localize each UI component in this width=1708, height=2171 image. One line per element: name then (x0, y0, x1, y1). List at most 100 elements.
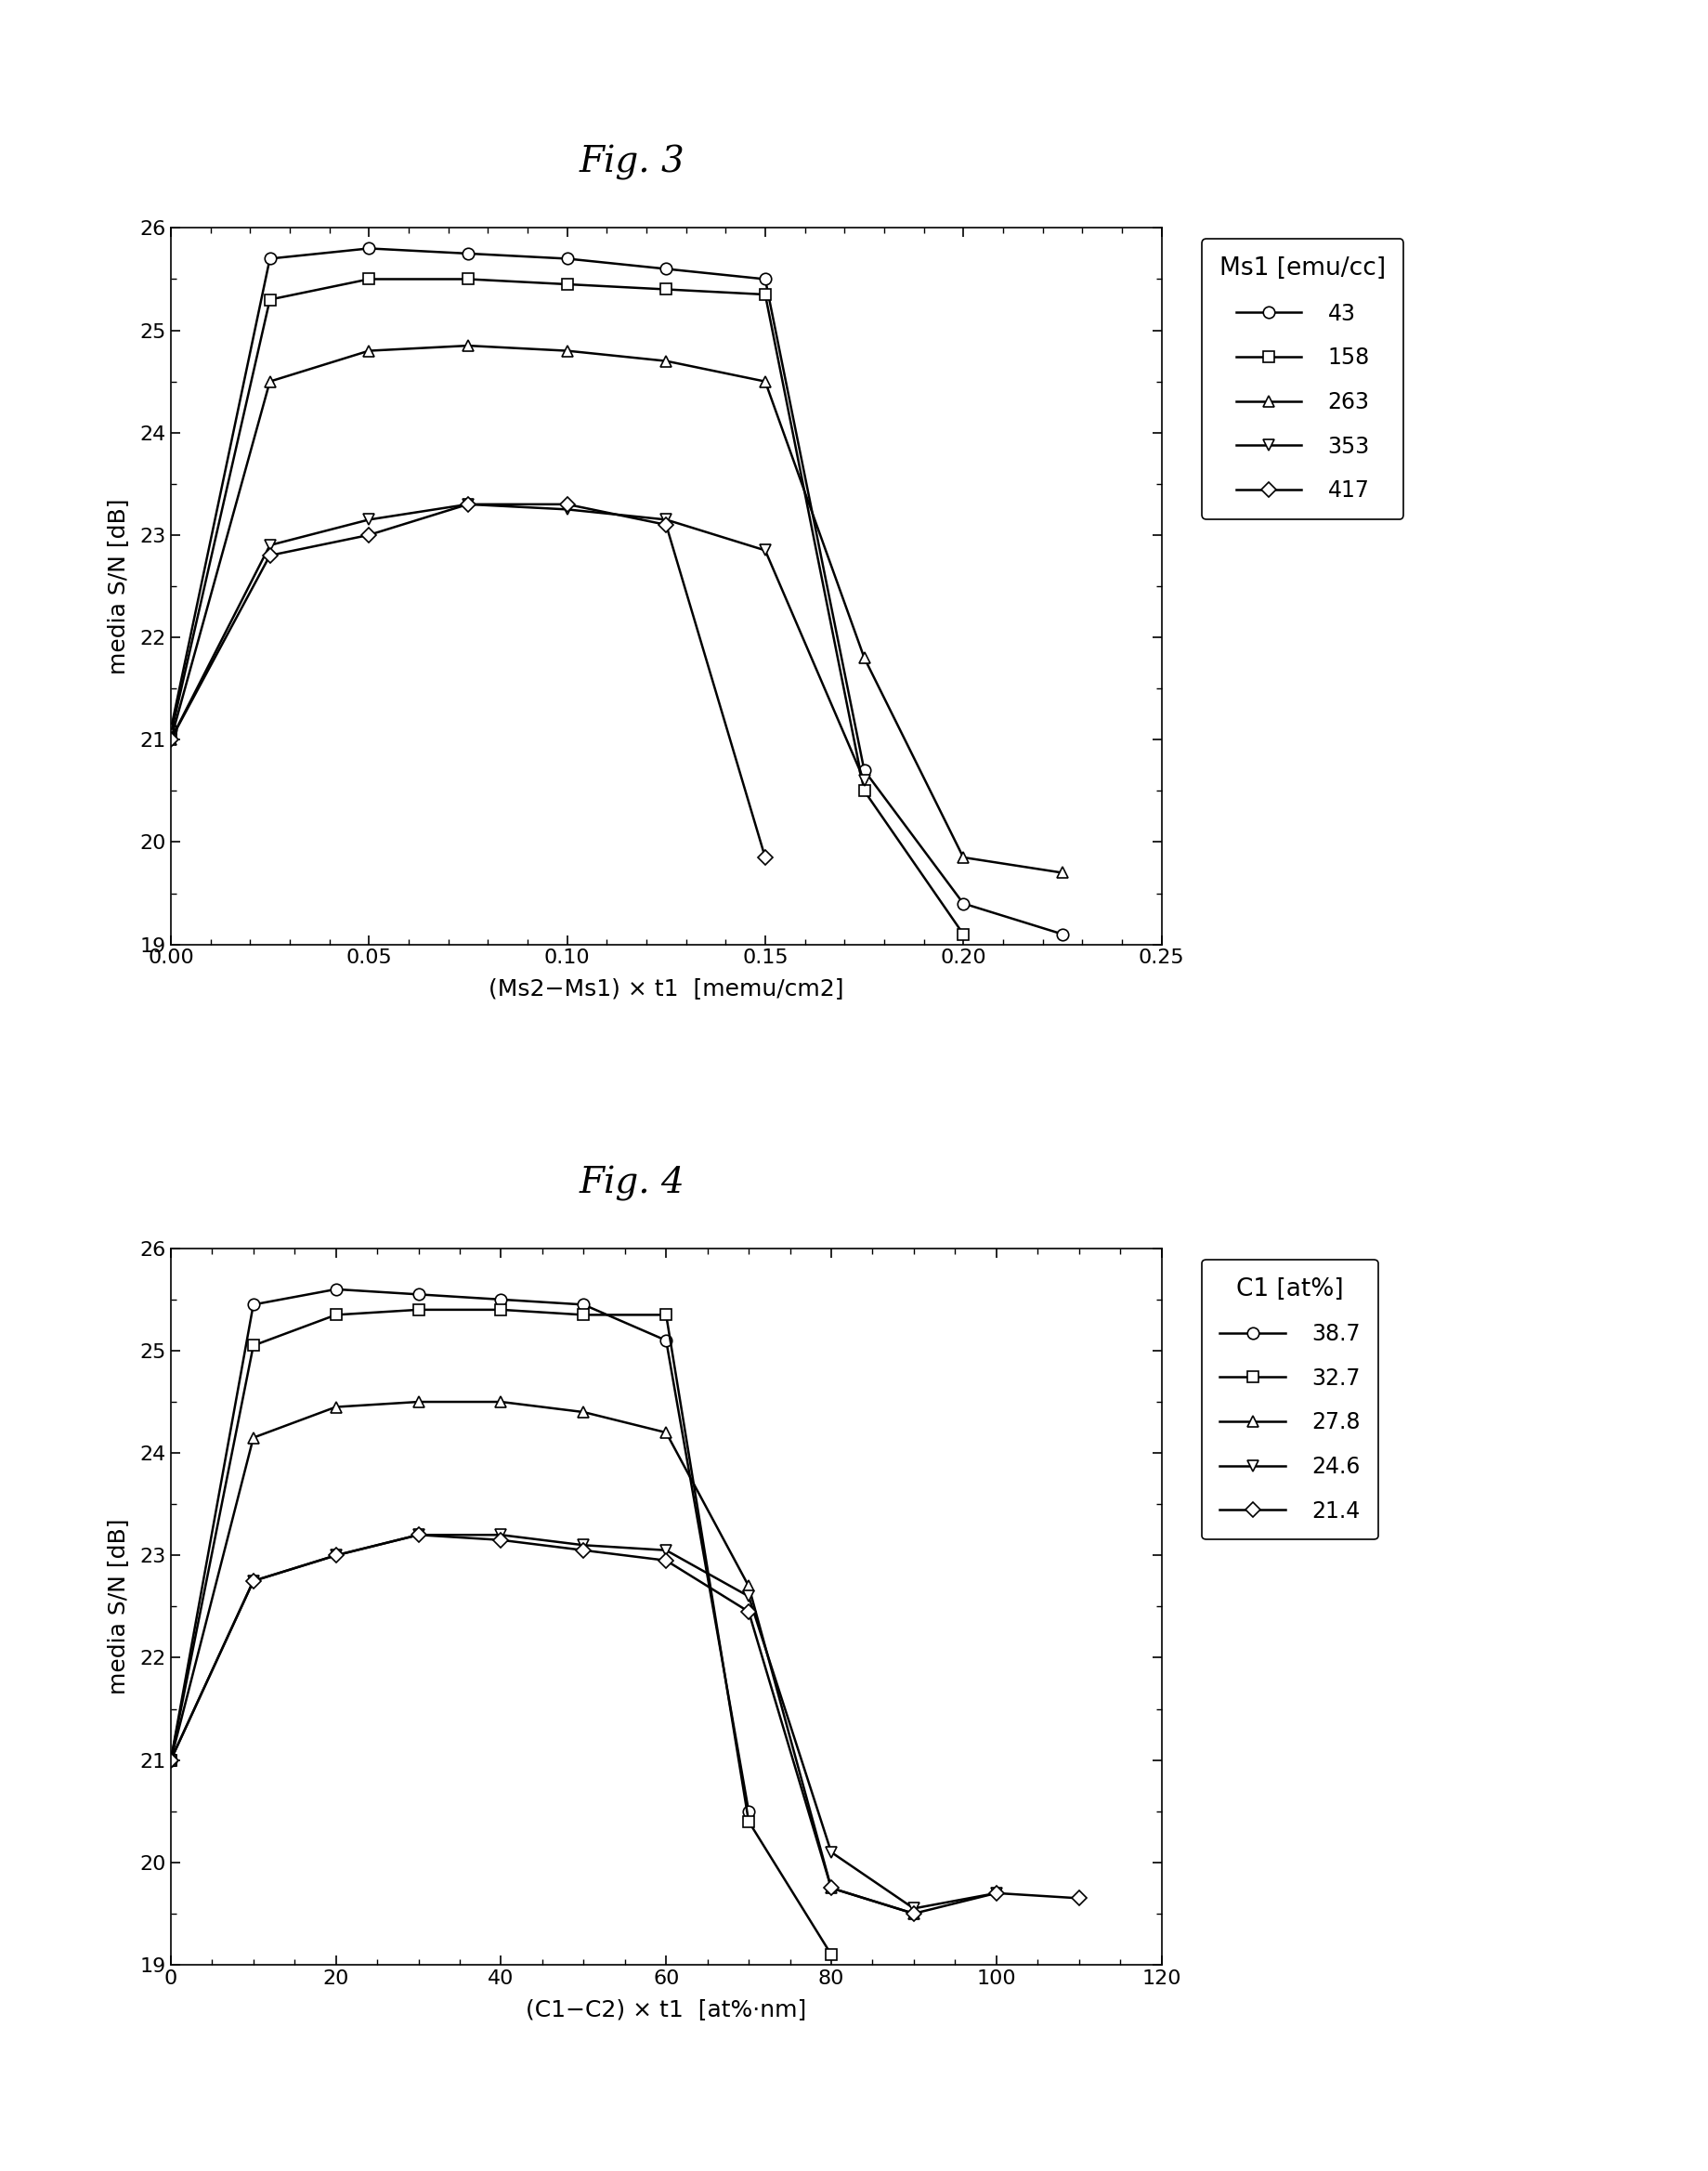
Line: 263: 263 (166, 341, 1068, 879)
263 (458, 332, 478, 358)
32.7 (243, 1333, 263, 1359)
38.7 (574, 1292, 594, 1318)
417 (755, 845, 775, 871)
38.7 (408, 1281, 429, 1307)
43 (359, 234, 379, 261)
X-axis label: (C1−C2) × t1  [at%·nm]: (C1−C2) × t1 [at%·nm] (526, 1997, 806, 2021)
263 (557, 339, 577, 365)
353 (458, 491, 478, 517)
21.4 (738, 1598, 758, 1624)
21.4 (408, 1522, 429, 1548)
27.8 (822, 1876, 842, 1902)
24.6 (243, 1567, 263, 1594)
27.8 (574, 1398, 594, 1424)
Line: 24.6: 24.6 (166, 1528, 1003, 1915)
27.8 (490, 1389, 511, 1415)
Line: 27.8: 27.8 (166, 1396, 919, 1919)
263 (359, 339, 379, 365)
21.4 (986, 1880, 1006, 1906)
27.8 (326, 1394, 347, 1420)
21.4 (490, 1526, 511, 1552)
Text: Fig. 4: Fig. 4 (579, 1166, 685, 1201)
158 (161, 721, 181, 747)
X-axis label: (Ms2−Ms1) × t1  [memu/cm2]: (Ms2−Ms1) × t1 [memu/cm2] (488, 977, 844, 1001)
263 (1052, 860, 1073, 886)
158 (557, 271, 577, 297)
24.6 (574, 1533, 594, 1559)
353 (557, 497, 577, 523)
353 (161, 727, 181, 753)
27.8 (161, 1748, 181, 1774)
21.4 (1069, 1884, 1090, 1910)
Line: 21.4: 21.4 (166, 1531, 1085, 1919)
353 (854, 769, 874, 795)
38.7 (738, 1798, 758, 1824)
32.7 (574, 1303, 594, 1329)
21.4 (822, 1876, 842, 1902)
263 (755, 369, 775, 395)
43 (953, 890, 974, 916)
Line: 43: 43 (166, 243, 1068, 940)
43 (161, 716, 181, 742)
Y-axis label: media S/N [dB]: media S/N [dB] (108, 1518, 130, 1696)
158 (854, 777, 874, 803)
Line: 158: 158 (166, 274, 968, 940)
263 (953, 845, 974, 871)
43 (854, 758, 874, 784)
27.8 (656, 1420, 676, 1446)
417 (260, 543, 280, 569)
Text: Fig. 3: Fig. 3 (579, 145, 685, 180)
Y-axis label: media S/N [dB]: media S/N [dB] (108, 497, 130, 675)
417 (359, 521, 379, 547)
27.8 (243, 1424, 263, 1450)
38.7 (243, 1292, 263, 1318)
24.6 (490, 1522, 511, 1548)
Line: 38.7: 38.7 (166, 1283, 755, 1817)
353 (260, 532, 280, 558)
417 (557, 491, 577, 517)
263 (854, 645, 874, 671)
Legend: 38.7, 32.7, 27.8, 24.6, 21.4: 38.7, 32.7, 27.8, 24.6, 21.4 (1202, 1259, 1378, 1539)
24.6 (408, 1522, 429, 1548)
43 (656, 256, 676, 282)
353 (656, 506, 676, 532)
353 (359, 506, 379, 532)
21.4 (574, 1537, 594, 1563)
263 (161, 727, 181, 753)
Line: 353: 353 (166, 499, 869, 786)
43 (1052, 921, 1073, 947)
24.6 (326, 1541, 347, 1567)
158 (359, 267, 379, 293)
Line: 417: 417 (166, 499, 770, 862)
263 (260, 369, 280, 395)
38.7 (656, 1326, 676, 1353)
32.7 (822, 1941, 842, 1967)
Line: 32.7: 32.7 (166, 1305, 837, 1960)
32.7 (656, 1303, 676, 1329)
24.6 (904, 1895, 924, 1921)
43 (458, 241, 478, 267)
27.8 (738, 1574, 758, 1600)
32.7 (161, 1748, 181, 1774)
21.4 (326, 1541, 347, 1567)
32.7 (326, 1303, 347, 1329)
38.7 (326, 1277, 347, 1303)
24.6 (822, 1839, 842, 1865)
Legend: 43, 158, 263, 353, 417: 43, 158, 263, 353, 417 (1202, 239, 1404, 519)
21.4 (161, 1748, 181, 1774)
263 (656, 347, 676, 373)
32.7 (738, 1808, 758, 1834)
38.7 (490, 1287, 511, 1313)
27.8 (408, 1389, 429, 1415)
158 (260, 287, 280, 313)
417 (458, 491, 478, 517)
24.6 (161, 1748, 181, 1774)
43 (755, 267, 775, 293)
158 (953, 921, 974, 947)
158 (755, 282, 775, 308)
43 (557, 245, 577, 271)
24.6 (986, 1880, 1006, 1906)
43 (260, 245, 280, 271)
27.8 (904, 1900, 924, 1926)
21.4 (904, 1900, 924, 1926)
